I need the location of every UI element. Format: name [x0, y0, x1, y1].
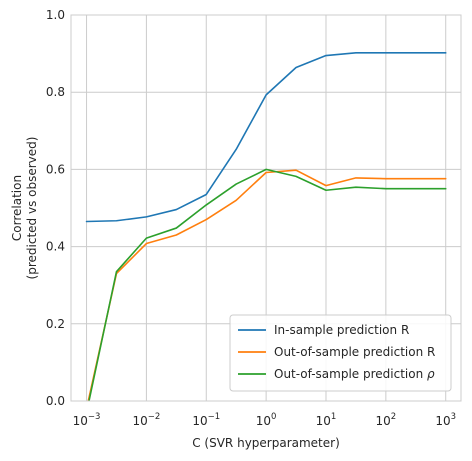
- y-tick-label: 0.4: [46, 240, 65, 254]
- plot-frame: [70, 14, 462, 402]
- x-tick-exponent: 1: [331, 412, 336, 422]
- x-tick-exponent: −1: [208, 412, 221, 422]
- x-tick-labels: 10−3 10−2 10−1 100 101 102 103: [73, 412, 456, 428]
- x-tick-base: 10: [435, 414, 450, 428]
- y-axis-label-line-1: Correlation: [10, 175, 24, 241]
- x-tick-base: 10: [316, 414, 331, 428]
- series-layer: [85, 52, 447, 401]
- x-axis-label: C (SVR hyperparameter): [192, 436, 340, 450]
- x-tick-exponent: 0: [271, 412, 276, 422]
- y-axis-label-line-2: (predicted vs observed): [25, 137, 39, 280]
- x-tick-label: 103: [435, 412, 456, 428]
- x-tick-label: 10−1: [192, 412, 220, 428]
- x-tick-label: 100: [256, 412, 277, 428]
- x-tick-exponent: −2: [148, 412, 161, 422]
- x-tick-label: 101: [316, 412, 337, 428]
- x-tick-base: 10: [192, 414, 207, 428]
- x-tick-label: 10−2: [132, 412, 160, 428]
- series-line-1: [85, 52, 447, 223]
- legend-label-symbol: ρ: [427, 367, 435, 381]
- legend-label-1: In-sample prediction R: [274, 323, 409, 337]
- legend-box: [229, 314, 452, 392]
- y-tick-label: 1.0: [46, 8, 65, 22]
- x-tick-exponent: −3: [88, 412, 101, 422]
- legend-label-2: Out-of-sample prediction R: [274, 345, 435, 359]
- legend-label-text: Out-of-sample prediction: [274, 367, 427, 381]
- legend-label-3: Out-of-sample prediction ρ: [274, 367, 435, 381]
- x-tick-base: 10: [132, 414, 147, 428]
- x-tick-exponent: 2: [391, 412, 396, 422]
- series-line-2: [87, 169, 447, 401]
- y-tick-label: 0.0: [46, 394, 65, 408]
- x-tick-exponent: 3: [451, 412, 456, 422]
- y-tick-labels: 0.0 0.2 0.4 0.6 0.8 1.0: [46, 8, 65, 408]
- legend: In-sample prediction R Out-of-sample pred…: [229, 314, 452, 392]
- y-tick-label: 0.8: [46, 85, 65, 99]
- x-tick-base: 10: [376, 414, 391, 428]
- series-line-3: [88, 168, 447, 401]
- x-tick-base: 10: [256, 414, 271, 428]
- x-tick-base: 10: [73, 414, 88, 428]
- y-tick-label: 0.2: [46, 317, 65, 331]
- x-tick-label: 102: [376, 412, 397, 428]
- y-tick-label: 0.6: [46, 162, 65, 176]
- x-tick-label: 10−3: [73, 412, 101, 428]
